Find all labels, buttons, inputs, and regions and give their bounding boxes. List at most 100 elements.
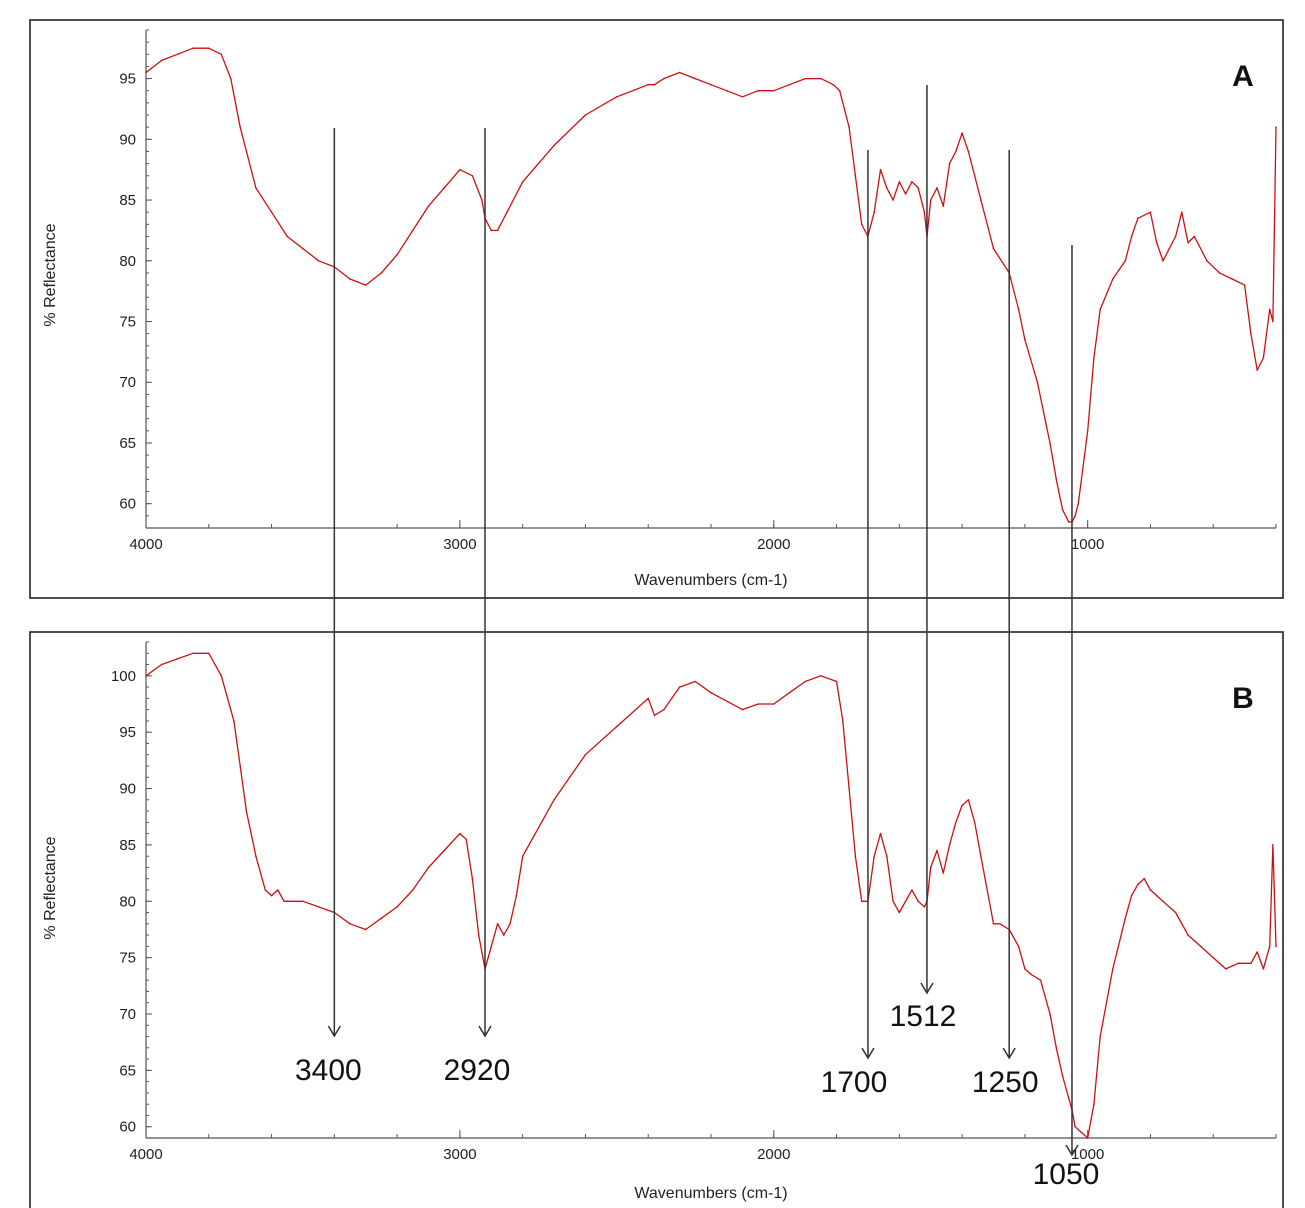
data-point [459,168,461,171]
data-point [1112,278,1114,280]
data-point [1155,894,1158,897]
data-point [1272,320,1274,323]
y-tick-label: 65 [119,435,136,452]
data-point [496,923,499,925]
data-point [1055,478,1058,481]
data-point [471,175,474,177]
data-point [980,855,982,857]
arrow-down-icon [1002,1047,1016,1060]
x-tick-label: 3000 [443,1146,476,1163]
panel-b-x-axis-label: Wavenumbers (cm-1) [634,1185,787,1202]
panel-b-plot: 4000 3000 2000 1000 60 65 70 75 80 85 90 95 100 [111,641,1277,1163]
data-point [1086,430,1089,432]
data-point [917,900,919,903]
data-point [694,680,697,683]
data-point [264,889,267,891]
data-point [1017,308,1020,311]
data-point [725,89,728,92]
data-point [1068,1097,1070,1100]
panel-a-frame [29,19,1284,599]
data-point [663,708,665,711]
data-point [302,900,304,903]
data-point [396,253,398,256]
data-point [230,77,232,80]
data-point [647,697,649,700]
data-point [1206,260,1208,262]
data-point [1193,235,1196,238]
data-point [1262,357,1265,359]
data-point [929,199,932,201]
data-point [879,832,882,835]
data-point [349,278,351,280]
data-point [220,53,223,56]
data-point [860,223,863,226]
data-point [892,900,894,903]
data-point [443,187,446,189]
data-point [245,810,248,812]
data-point [923,211,926,213]
y-tick-label: 70 [119,374,136,391]
data-point [1024,338,1026,341]
data-point [961,132,963,134]
data-point [1030,973,1032,976]
data-point [1130,894,1133,897]
data-point [848,787,850,790]
data-point [835,680,838,683]
data-point [503,934,505,936]
data-point [1275,945,1277,948]
data-point [443,849,446,852]
data-point [192,47,194,49]
data-point [364,928,367,931]
data-point [1061,1075,1064,1077]
panel-a: 4000 3000 2000 1000 60 65 70 75 80 85 90 95 A Waven… [29,19,1284,599]
data-point [1036,381,1039,384]
data-point [1149,889,1152,891]
data-point [317,906,320,908]
data-point [277,889,279,891]
data-point [1181,211,1183,213]
data-point [911,889,913,891]
data-point [980,199,982,201]
data-point [678,686,681,688]
data-point [1199,945,1202,948]
data-point [999,923,1001,925]
data-point [741,96,744,98]
data-point [521,181,524,183]
y-tick-label: 80 [119,253,136,270]
data-point [873,855,875,857]
data-point [804,77,806,80]
data-point [427,205,430,207]
y-tick-label: 95 [119,71,136,88]
data-point [804,680,806,683]
data-point [1055,1047,1058,1049]
data-point [973,821,976,824]
data-point [302,247,304,250]
y-tick-label: 60 [119,496,136,513]
data-point [917,187,919,189]
panel-b-y-axis-label: % Reflectance [42,836,59,939]
y-tick-label: 65 [119,1062,136,1079]
data-point [948,844,951,846]
data-point [1086,1137,1089,1139]
data-point [1143,877,1145,880]
data-point [1137,883,1139,886]
y-tick-label: 70 [119,1006,136,1023]
data-point [886,855,888,857]
data-point [160,663,163,666]
data-point [860,900,863,903]
y-tick-label: 80 [119,893,136,910]
data-point [412,889,414,891]
data-point [509,923,511,925]
data-point [1268,945,1271,948]
y-tick-label: 100 [111,668,136,685]
data-point [1218,272,1221,274]
data-point [471,877,474,880]
data-point [898,181,901,183]
y-tick-label: 75 [119,950,136,967]
data-point [678,71,681,74]
data-point [1250,962,1252,965]
data-point [967,150,970,153]
data-point [506,211,508,213]
data-point [1137,217,1139,220]
data-point [936,849,938,852]
